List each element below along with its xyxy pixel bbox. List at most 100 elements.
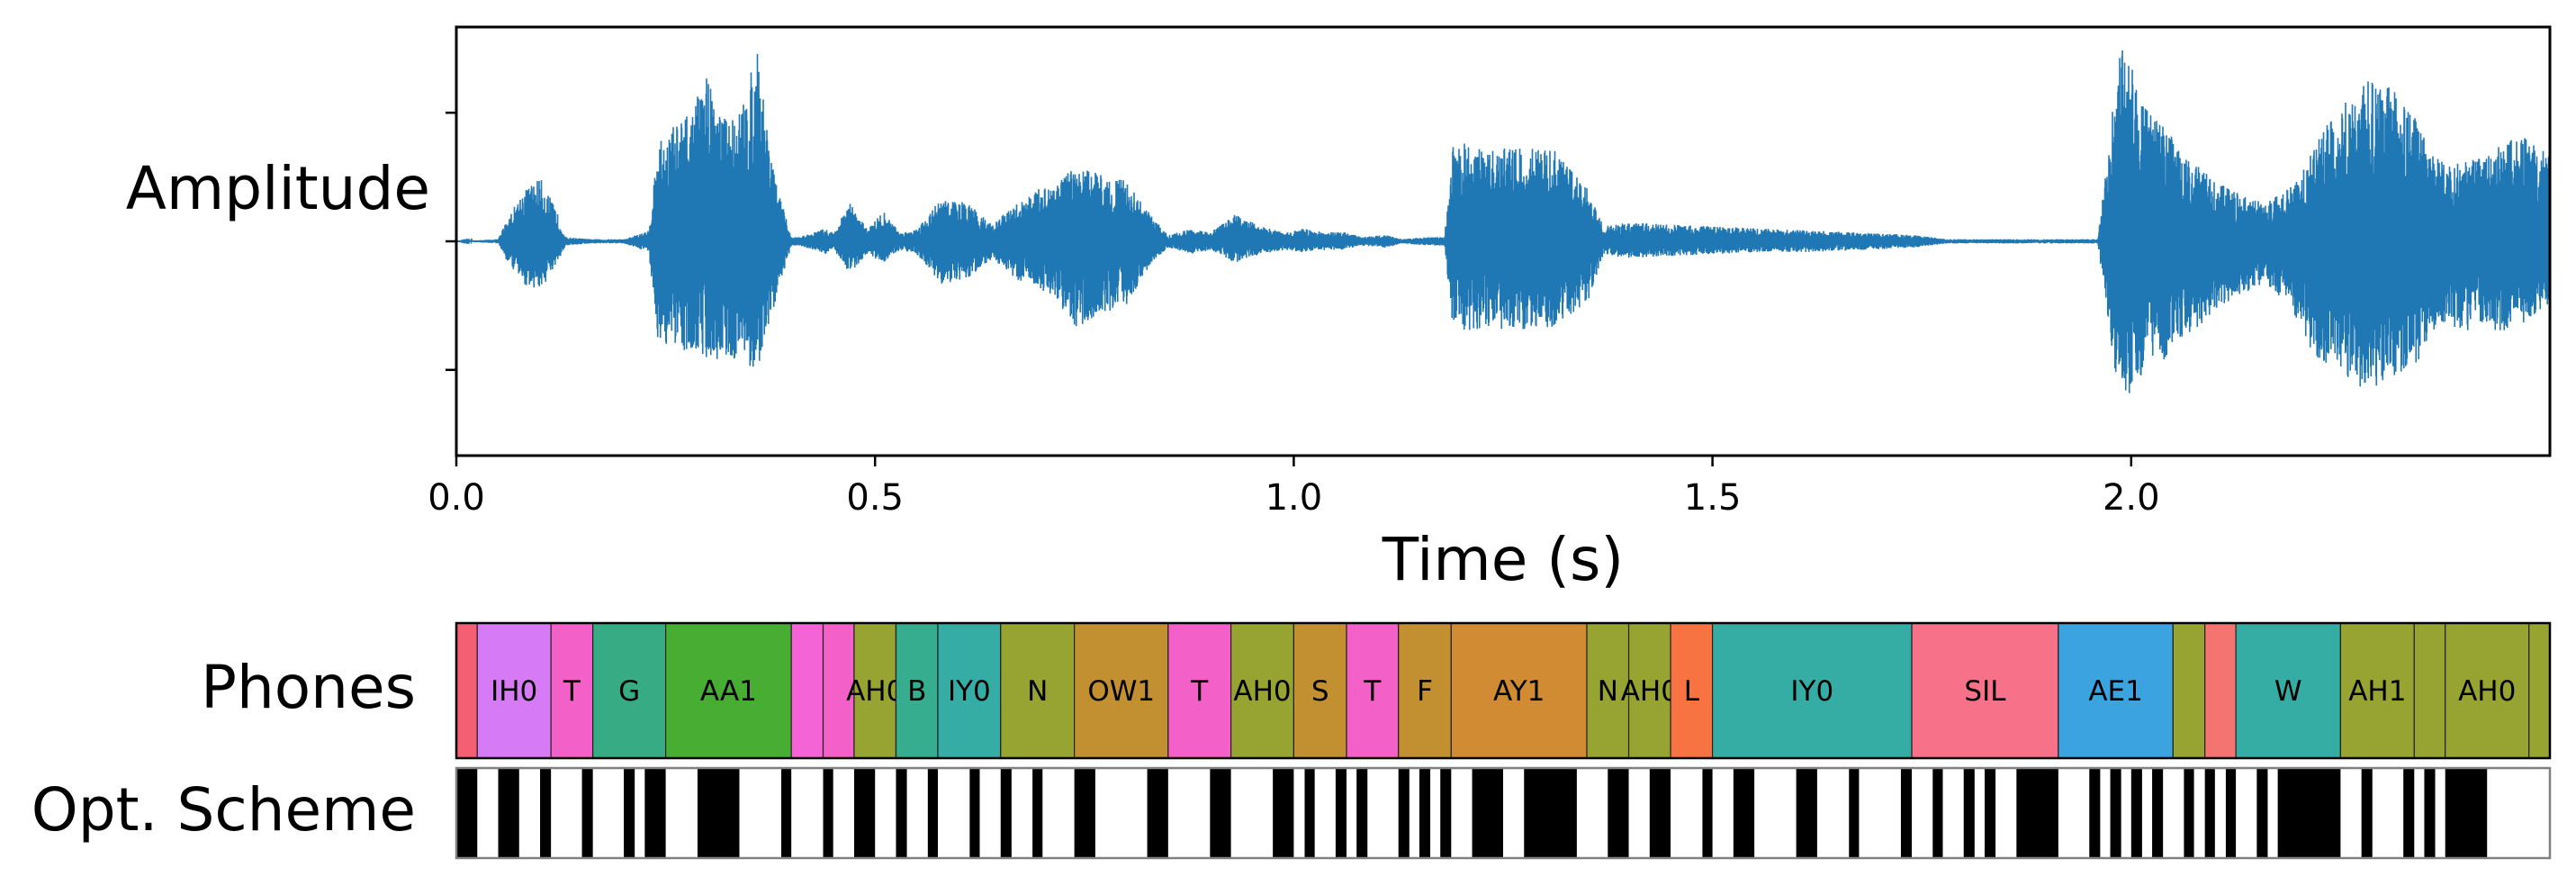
scheme-bar xyxy=(1963,768,1975,858)
scheme-bar xyxy=(2130,768,2142,858)
scheme-bar xyxy=(1398,768,1410,858)
x-tick-label: 1.0 xyxy=(1265,477,1323,519)
scheme-bar xyxy=(2445,768,2488,858)
scheme-bar xyxy=(1273,768,1294,858)
scheme-bar xyxy=(540,768,552,858)
scheme-bar xyxy=(1440,768,1452,858)
phone-label: T xyxy=(1363,675,1382,708)
phone-segment xyxy=(1711,622,1913,759)
waveform-x-ticks: 0.0 0.5 1.0 1.5 2.0 xyxy=(428,456,2160,519)
phone-label: IY0 xyxy=(1790,675,1833,708)
phone-segment xyxy=(2413,622,2446,759)
scheme-bar xyxy=(1796,768,1817,858)
scheme-bar xyxy=(2204,768,2215,858)
phone-segment xyxy=(2235,622,2342,759)
scheme-bar xyxy=(2277,768,2341,858)
phone-segment xyxy=(2058,622,2174,759)
scheme-bar xyxy=(1356,768,1368,858)
phones-axes-frame xyxy=(455,621,2552,760)
phone-label: AE1 xyxy=(2088,675,2143,708)
phone-label: T xyxy=(563,675,581,708)
scheme-bar xyxy=(624,768,635,858)
scheme-bar xyxy=(853,768,876,858)
phone-label: AH0 xyxy=(1621,675,1679,708)
scheme-bar xyxy=(1932,768,1943,858)
scheme-bar xyxy=(2424,768,2436,858)
phone-label: AH1 xyxy=(2348,675,2406,708)
scheme-bar xyxy=(1608,768,1629,858)
phone-segment xyxy=(1670,622,1714,759)
scheme-bar xyxy=(1702,768,1713,858)
phone-segment xyxy=(1230,622,1294,759)
scheme-bar xyxy=(1649,768,1671,858)
scheme-bar xyxy=(969,768,980,858)
scheme-panel: Opt. Scheme xyxy=(32,766,2552,860)
scheme-bar xyxy=(644,768,666,858)
x-tick-label: 0.5 xyxy=(846,477,904,519)
phone-segment xyxy=(790,622,824,759)
phone-segment xyxy=(2339,622,2415,759)
scheme-bar xyxy=(2361,768,2373,858)
scheme-bar xyxy=(1984,768,1996,858)
phone-segment xyxy=(937,622,1002,759)
phone-segment xyxy=(1398,622,1452,759)
scheme-bar xyxy=(780,768,792,858)
phone-label: T xyxy=(1190,675,1209,708)
scheme-bar xyxy=(2403,768,2415,858)
scheme-bar xyxy=(1210,768,1231,858)
scheme-bar xyxy=(1733,768,1755,858)
phone-segment xyxy=(2445,622,2530,759)
scheme-bar xyxy=(823,768,833,858)
scheme-bar xyxy=(1849,768,1860,858)
scheme-bar xyxy=(927,768,938,858)
scheme-bar xyxy=(2256,768,2268,858)
phone-segment xyxy=(1627,622,1671,759)
phone-label: F xyxy=(1417,675,1433,708)
waveform-x-axis-label: Time (s) xyxy=(1382,525,1624,594)
scheme-bar xyxy=(1472,768,1503,858)
phone-label: S xyxy=(1311,675,1329,708)
phone-segment xyxy=(2528,622,2551,759)
scheme-bars xyxy=(456,768,2550,858)
scheme-axes-frame xyxy=(455,766,2552,860)
scheme-row-label: Opt. Scheme xyxy=(32,775,416,845)
waveform-axes-frame xyxy=(455,25,2552,457)
phones-row-label: Phones xyxy=(201,653,416,722)
phone-label: AH0 xyxy=(1233,675,1291,708)
scheme-bar xyxy=(1524,768,1577,858)
scheme-bar xyxy=(697,768,740,858)
phone-segment xyxy=(1450,622,1588,759)
phone-label: N xyxy=(1027,675,1048,708)
phone-segment xyxy=(853,622,897,759)
phone-segment xyxy=(1586,622,1630,759)
scheme-bar xyxy=(1032,768,1043,858)
waveform-panel: Amplitude 0.0 0.5 1.0 1.5 2.0 Time (s) xyxy=(126,25,2552,594)
phone-segment xyxy=(2204,622,2237,759)
phone-label: AH0 xyxy=(2458,675,2516,708)
phone-label: IH0 xyxy=(491,675,537,708)
phone-segment xyxy=(1000,622,1076,759)
phones-segments: IH0 T G AA1 AH0 B IY0 N OW1 T AH0 S T F AY1 N AH0 L IY0 SIL… xyxy=(455,622,2551,759)
scheme-bar xyxy=(896,768,907,858)
phone-label: SIL xyxy=(1964,675,2006,708)
scheme-bar xyxy=(1147,768,1168,858)
phone-label: B xyxy=(907,675,926,708)
scheme-bar xyxy=(1304,768,1315,858)
x-tick-label: 0.0 xyxy=(428,477,485,519)
phone-segment xyxy=(1074,622,1169,759)
scheme-bar xyxy=(1335,768,1347,858)
phone-label: N xyxy=(1598,675,1618,708)
phone-label: G xyxy=(618,675,640,708)
phone-segment xyxy=(1911,622,2059,759)
phone-segment xyxy=(1346,622,1400,759)
phone-label: AH0 xyxy=(846,675,904,708)
phones-panel: Phones IH0 T G AA1 AH0 B IY0 N OW1 T AH0 S T F AY1 N AH0… xyxy=(201,621,2552,760)
x-tick-label: 2.0 xyxy=(2103,477,2160,519)
scheme-bar xyxy=(498,768,519,858)
phone-segment xyxy=(2172,622,2206,759)
scheme-bar xyxy=(581,768,593,858)
waveform-y-ticks xyxy=(446,111,456,372)
phone-label: IY0 xyxy=(948,675,991,708)
waveform-y-axis-label: Amplitude xyxy=(126,154,430,223)
